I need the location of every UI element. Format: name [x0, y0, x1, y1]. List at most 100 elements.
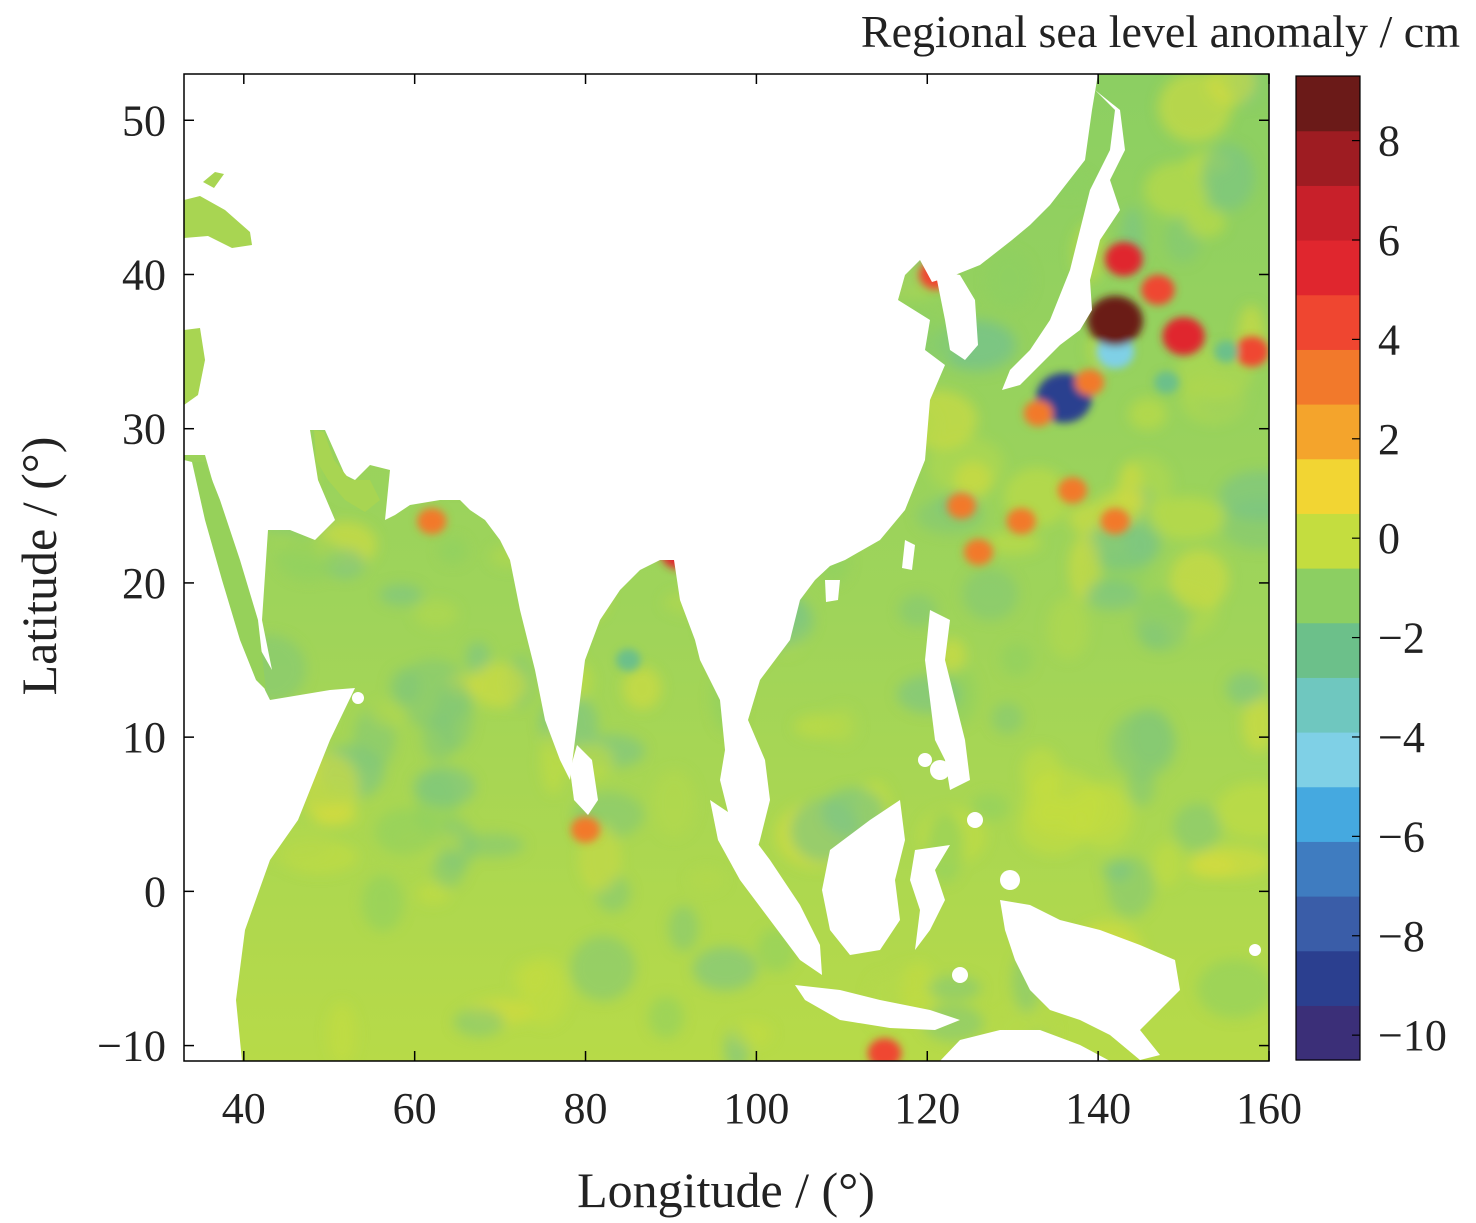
anomaly-blob	[570, 816, 601, 843]
y-tick-label: 50	[122, 96, 166, 145]
colorbar-tick-label: 0	[1378, 514, 1400, 563]
anomaly-blob	[1162, 317, 1205, 356]
land-mask	[184, 74, 1261, 1061]
colorbar-segment	[1296, 76, 1360, 132]
colorbar-segment	[1296, 677, 1360, 733]
colorbar-segment	[1296, 294, 1360, 350]
x-axis: 40 60 80 100 120 140 160	[222, 74, 1302, 1133]
colorbar-tick-label: −8	[1378, 912, 1425, 961]
x-tick-label: 160	[1236, 1084, 1302, 1133]
colorbar-segment	[1296, 568, 1360, 624]
ocean-texture-patch	[1109, 711, 1177, 779]
ocean-texture-patch	[954, 461, 992, 499]
y-tick-label: 40	[122, 250, 166, 299]
ocean-texture-patch	[1085, 579, 1140, 611]
colorbar-tick-label: 8	[1378, 117, 1400, 166]
y-tick-label: −10	[97, 1022, 166, 1071]
ocean-texture-patch	[1022, 768, 1102, 839]
ocean-texture-patch	[692, 946, 758, 991]
ocean-texture-patch	[1226, 672, 1265, 705]
colorbar-segment	[1296, 240, 1360, 296]
x-tick-label: 40	[222, 1084, 266, 1133]
ocean-texture-patch	[1144, 162, 1211, 218]
anomaly-blob	[946, 492, 977, 519]
ocean-texture-patch	[1000, 642, 1033, 677]
anomaly-blob	[1100, 508, 1130, 535]
colorbar-segment	[1296, 841, 1360, 897]
x-axis-title: Longitude / (°)	[577, 1162, 875, 1218]
anomaly-blob	[1075, 369, 1105, 396]
ocean-texture-patch	[277, 534, 341, 581]
map-plot-area	[184, 74, 1269, 1061]
ocean-texture-patch	[651, 769, 696, 838]
colorbar-title: Regional sea level anomaly / cm	[861, 6, 1460, 57]
plot-frame	[183, 73, 1270, 1062]
y-axis: −10 0 10 20 30 40 50	[97, 96, 1269, 1071]
ocean-texture-patch	[375, 808, 439, 855]
colorbar: −10 −8 −6 −4 −2 0 2 4 6 8	[1295, 75, 1447, 1061]
ocean-texture-patch	[1201, 144, 1255, 211]
anomaly-blob	[1213, 340, 1239, 363]
ocean-texture-patch	[986, 530, 1042, 555]
ocean-texture-patch	[971, 793, 1009, 821]
persian-gulf	[314, 430, 380, 512]
ocean-texture-patch	[1102, 859, 1132, 881]
x-tick-label: 140	[1065, 1084, 1131, 1133]
ocean-texture-patch	[991, 702, 1024, 735]
ocean-texture-patch	[1153, 842, 1182, 887]
ocean-texture-patch	[379, 584, 423, 606]
anomaly-blob	[1104, 242, 1143, 277]
colorbar-tick-label: 2	[1378, 415, 1400, 464]
anomaly-blob	[1057, 477, 1088, 504]
ocean-texture-patch	[1196, 959, 1269, 1019]
y-axis-title: Latitude / (°)	[11, 437, 67, 696]
ocean-texture-patch	[1047, 597, 1090, 660]
colorbar-segment	[1296, 349, 1360, 405]
ocean-texture-patch	[986, 251, 1032, 309]
ocean-texture-patch	[1180, 374, 1246, 424]
colorbar-tick-label: 6	[1378, 216, 1400, 265]
red-sea	[192, 462, 266, 690]
mediterranean	[184, 328, 205, 405]
ocean-texture-patch	[570, 935, 636, 1001]
ocean-texture-patch	[439, 537, 467, 564]
ocean-texture-patch	[313, 805, 358, 827]
ocean-texture-patch	[435, 679, 473, 752]
ocean-texture-patch	[521, 957, 569, 1026]
ocean-texture-patch	[389, 668, 421, 705]
inland-seas	[184, 172, 380, 690]
ocean-texture-patch	[622, 666, 662, 710]
ocean-texture-patch	[1084, 520, 1159, 571]
x-tick-label: 60	[393, 1084, 437, 1133]
colorbar-tick-label: 4	[1378, 315, 1400, 364]
colorbar-segment	[1296, 786, 1360, 842]
ocean-texture-patch	[361, 874, 404, 932]
sea-of-azov	[203, 172, 224, 188]
x-tick-label: 100	[723, 1084, 789, 1133]
ocean-texture-patch	[1173, 803, 1222, 852]
anomaly-blob	[1154, 371, 1179, 394]
colorbar-segment	[1296, 896, 1360, 952]
ocean-texture-patch	[453, 1007, 505, 1037]
ocean-texture-patch	[1184, 207, 1226, 239]
colorbar-frame	[1295, 75, 1361, 1061]
colorbar-segment	[1296, 513, 1360, 569]
colorbar-segment	[1296, 622, 1360, 678]
anomaly-blob	[1006, 508, 1036, 535]
ocean-texture-patch	[1207, 74, 1257, 106]
ocean-texture-patch	[1128, 397, 1168, 431]
colorbar-segment	[1296, 404, 1360, 460]
ocean-texture-patch	[1034, 773, 1061, 827]
ocean-texture-patch	[1216, 782, 1269, 839]
colorbar-segment	[1296, 130, 1360, 186]
anomaly-blob	[963, 539, 994, 566]
ocean-texture-patch	[465, 641, 490, 674]
colorbar-tick-label: −4	[1378, 713, 1425, 762]
black-sea	[184, 196, 252, 248]
ocean-texture-patch	[928, 975, 981, 1001]
anomaly-blob	[417, 508, 447, 535]
x-tick-label: 80	[564, 1084, 608, 1133]
ocean-texture-patch	[731, 1020, 773, 1047]
anomaly-blob	[1235, 336, 1269, 367]
